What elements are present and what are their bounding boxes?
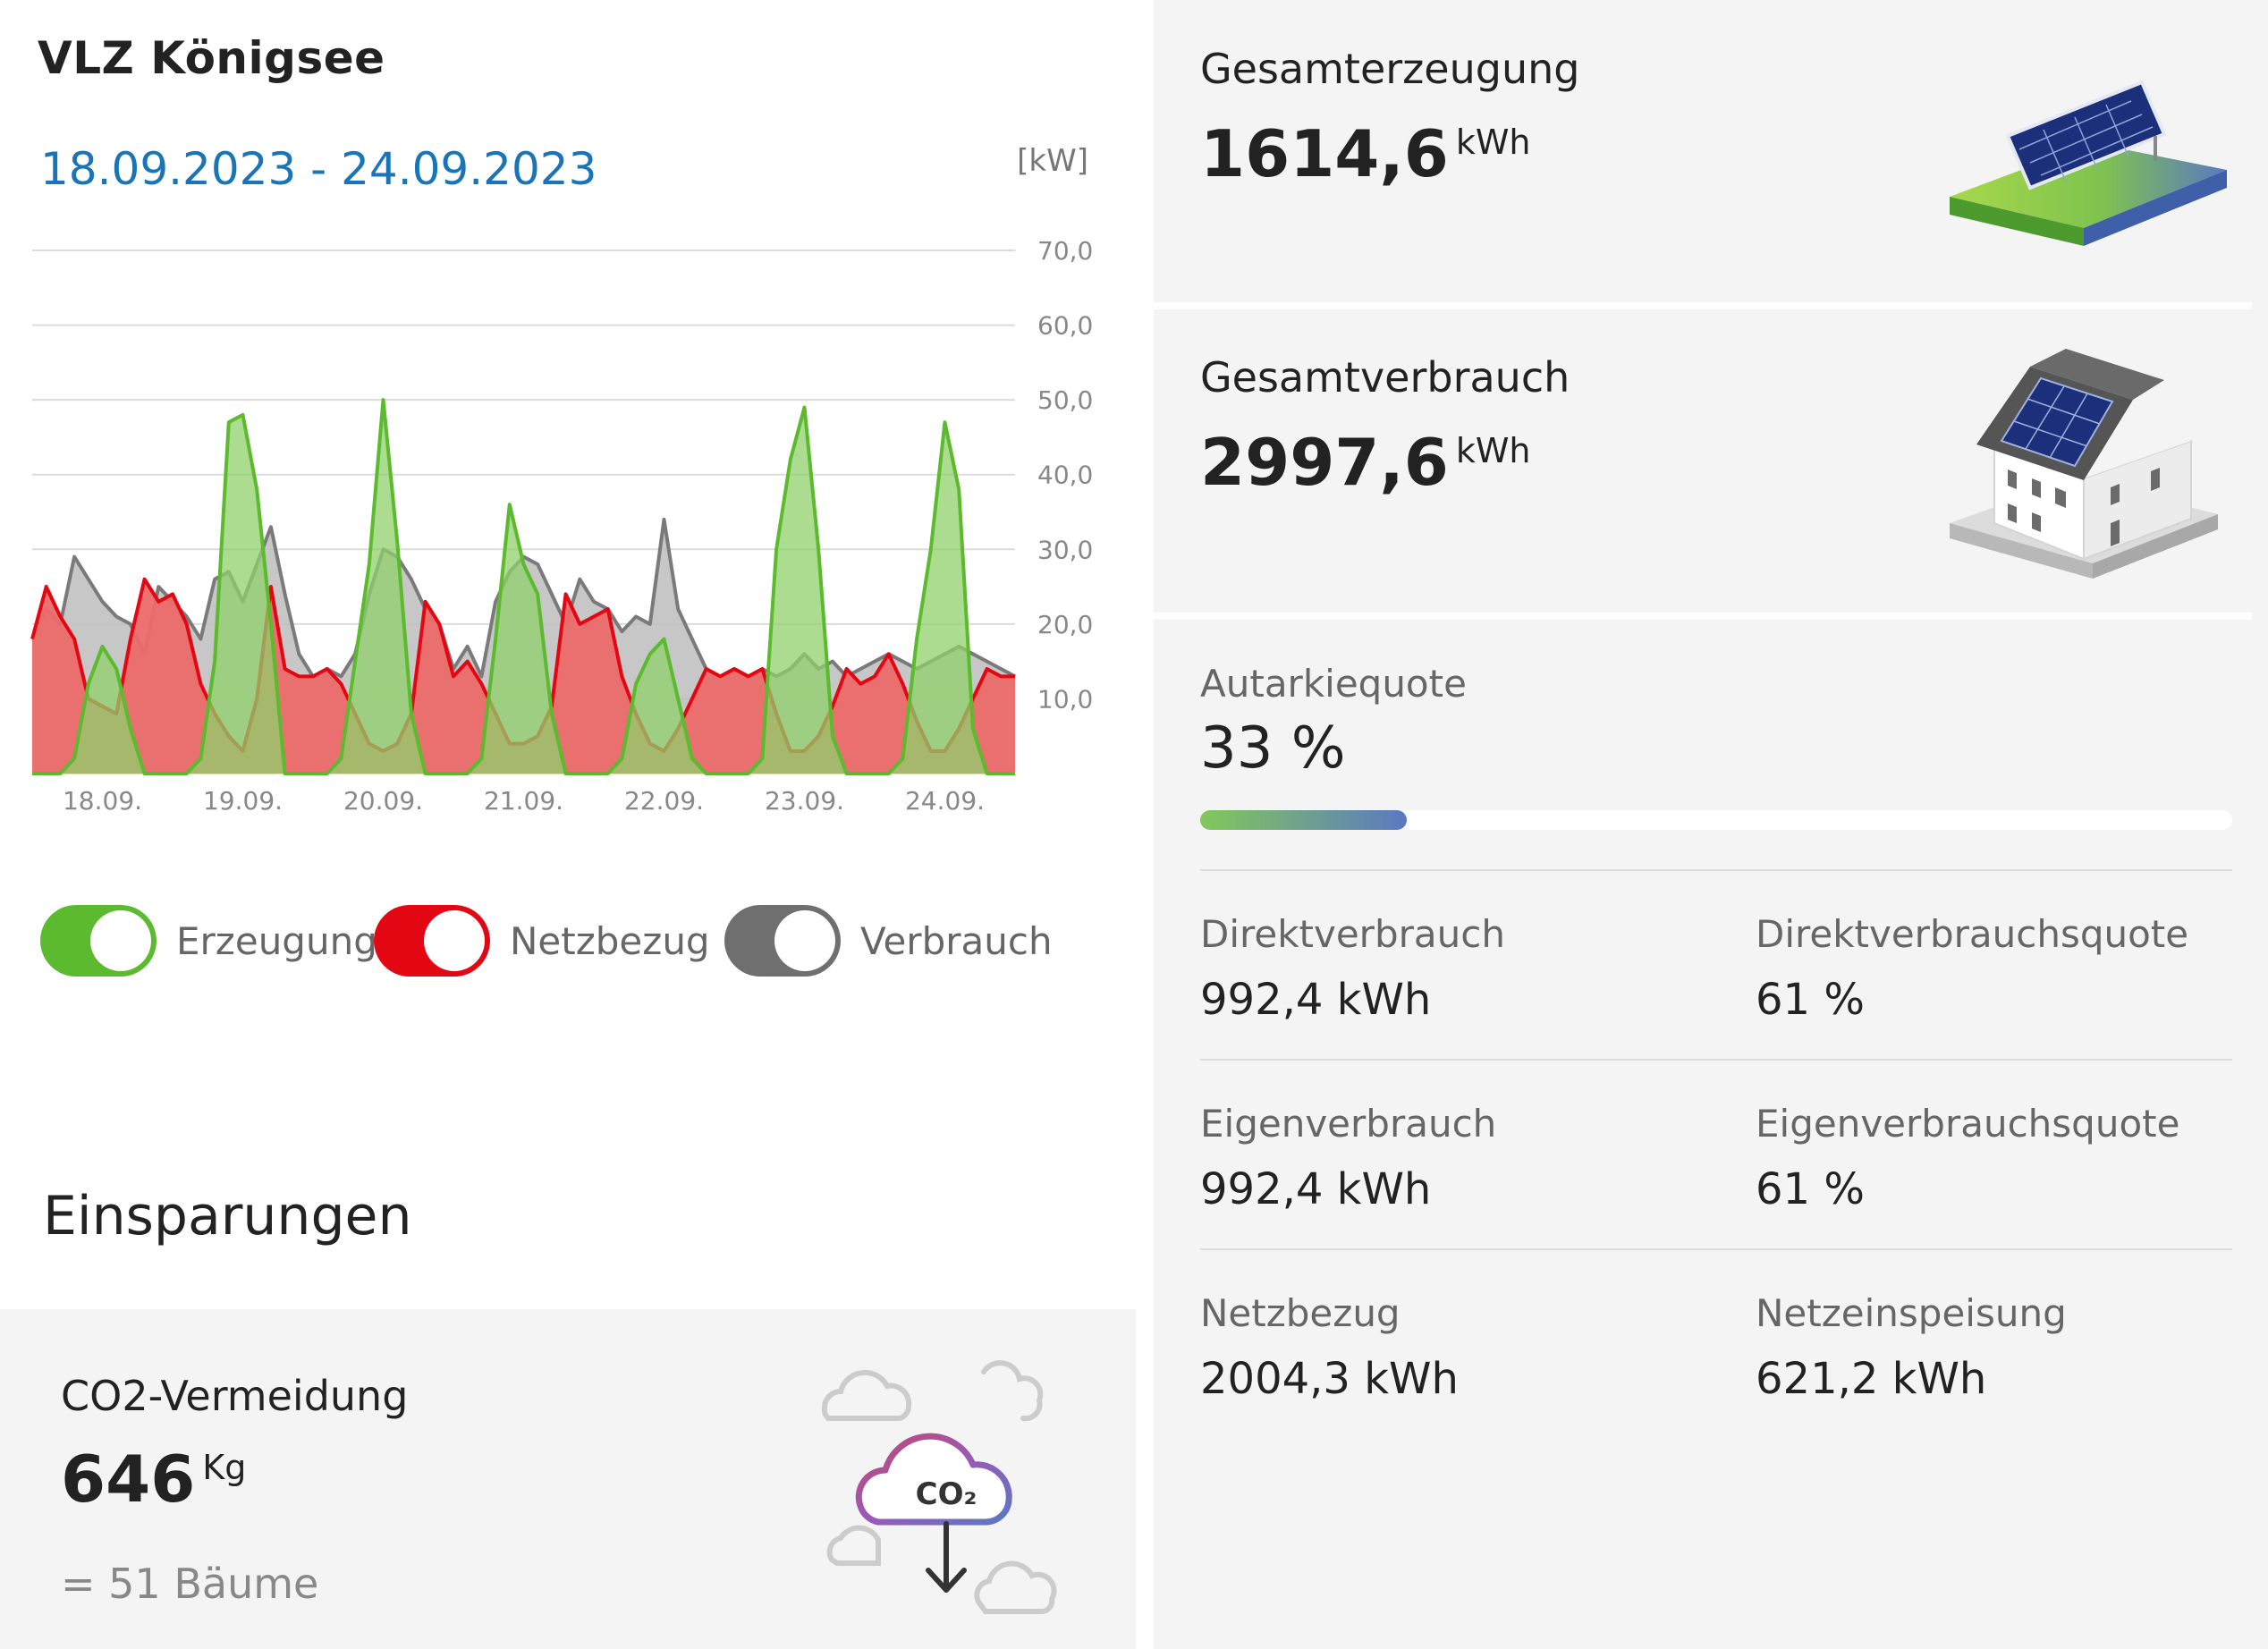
house-icon [1950,349,2218,579]
cloud-co2-icon: CO₂ [821,1360,1057,1614]
generation-card: Gesamterzeugung 1614,6 kWh [1154,0,2252,302]
x-tick-label: 22.09. [624,786,704,816]
y-tick-label: 70,0 [1037,236,1093,266]
x-tick-label: 20.09. [343,786,423,816]
legend-label-verbrauch: Verbrauch [860,918,1053,963]
switch-erzeugung[interactable] [40,905,157,977]
chart-areas [30,398,1016,775]
line-erzeugung [32,398,1015,775]
co2-title: CO2-Vermeidung [61,1372,409,1420]
co2-unit: Kg [202,1448,247,1487]
metric-label-direktverbrauch: Direktverbrauch [1200,912,1505,956]
metric-value-netzbezug: 2004,3 kWh [1200,1354,1459,1404]
legend-label-erzeugung: Erzeugung [176,918,377,963]
x-tick-label: 19.09. [203,786,283,816]
row-separator [1200,1248,2232,1250]
switch-knob [774,910,835,971]
consumption-number: 2997,6 [1200,425,1449,500]
autarky-progress-fill [1200,810,1407,830]
savings-heading: Einsparungen [43,1185,412,1247]
site-title: VLZ Königsee [38,32,385,84]
chart-x-ticks: 18.09. 19.09. 20.09. 21.09. 22.09. 23.09. 24.0… [63,786,985,816]
co2-card: CO2-Vermeidung 646 Kg = 51 Bäume CO₂ [0,1309,1136,1649]
metric-value-eigenverbrauch: 992,4 kWh [1200,1164,1432,1214]
solar-panel-icon [1950,80,2227,246]
metric-label-eigenverbrauchsquote: Eigenverbrauchsquote [1756,1102,2180,1146]
x-tick-label: 21.09. [484,786,563,816]
generation-label: Gesamterzeugung [1200,45,1580,93]
metric-value-direktverbrauchsquote: 61 % [1756,975,1865,1025]
x-tick-label: 18.09. [63,786,142,816]
row-separator [1200,1059,2232,1061]
autarky-progress-bar [1200,810,2232,830]
chart-y-ticks: 10,0 20,0 30,0 40,0 50,0 60,0 70,0 [1037,236,1093,714]
metric-label-netzeinspeisung: Netzeinspeisung [1756,1291,2067,1335]
metric-value-netzeinspeisung: 621,2 kWh [1756,1354,1987,1404]
switch-netzbezug[interactable] [374,905,490,977]
chart-unit-label: [kW] [1017,143,1088,179]
power-chart: 10,0 20,0 30,0 40,0 50,0 60,0 70,0 18.09. 19.09… [30,236,1093,816]
y-tick-label: 40,0 [1037,461,1093,490]
y-tick-label: 30,0 [1037,535,1093,564]
row-separator [1200,869,2232,871]
y-tick-label: 20,0 [1037,610,1093,639]
consumption-label: Gesamtverbrauch [1200,353,1570,402]
autarky-label: Autarkiequote [1200,662,1467,706]
co2-trees: = 51 Bäume [61,1560,319,1608]
legend-label-netzbezug: Netzbezug [510,918,710,963]
co2-icon-text: CO₂ [916,1476,977,1512]
x-tick-label: 23.09. [765,786,844,816]
generation-unit: kWh [1455,123,1531,162]
metric-value-direktverbrauch: 992,4 kWh [1200,975,1432,1025]
y-tick-label: 60,0 [1037,311,1093,341]
consumption-value: 2997,6 kWh [1200,425,1531,500]
switch-knob [90,910,151,971]
metric-value-eigenverbrauchsquote: 61 % [1756,1164,1865,1214]
date-range[interactable]: 18.09.2023 - 24.09.2023 [40,143,597,195]
left-panel: VLZ Königsee 18.09.2023 - 24.09.2023 [kW… [0,32,1136,1649]
toggle-erzeugung[interactable]: Erzeugung [40,905,377,977]
co2-value: 646 Kg [61,1442,246,1517]
generation-value: 1614,6 kWh [1200,116,1531,191]
consumption-unit: kWh [1455,431,1531,470]
toggle-verbrauch[interactable]: Verbrauch [724,905,1053,977]
metric-label-eigenverbrauch: Eigenverbrauch [1200,1102,1497,1146]
toggle-netzbezug[interactable]: Netzbezug [374,905,710,977]
consumption-card: Gesamtverbrauch 2997,6 kWh [1154,309,2252,613]
x-tick-label: 24.09. [905,786,985,816]
card-divider [1154,613,2252,620]
y-tick-label: 10,0 [1037,684,1093,714]
card-divider [1154,302,2252,309]
right-panel: Gesamterzeugung 1614,6 kWh [1154,0,2268,1649]
switch-verbrauch[interactable] [724,905,841,977]
metric-label-netzbezug: Netzbezug [1200,1291,1401,1335]
autarky-value: 33 % [1200,715,1346,782]
metric-label-direktverbrauchsquote: Direktverbrauchsquote [1756,912,2189,956]
y-tick-label: 50,0 [1037,385,1093,415]
switch-knob [424,910,485,971]
generation-number: 1614,6 [1200,116,1449,191]
co2-number: 646 [61,1442,196,1517]
